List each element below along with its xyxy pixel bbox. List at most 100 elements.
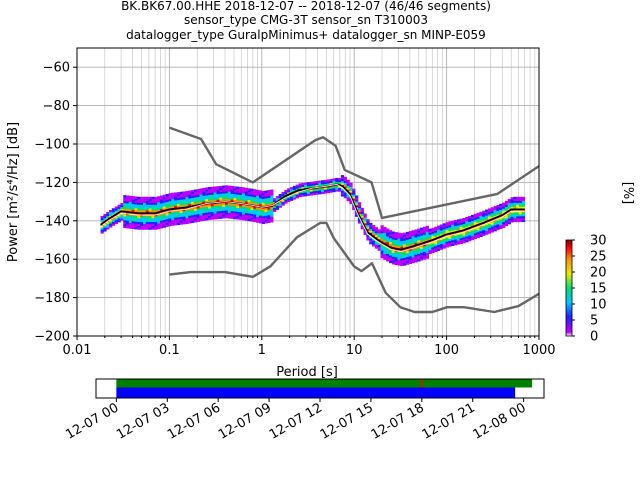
heatmap-cell <box>428 242 432 245</box>
heatmap-cell <box>131 217 135 220</box>
heatmap-cell <box>126 203 130 206</box>
heatmap-cell <box>165 215 169 218</box>
heatmap-cell <box>479 213 483 216</box>
heatmap-cell <box>176 205 181 208</box>
heatmap-cell <box>462 237 466 240</box>
heatmap-cell <box>196 192 200 196</box>
heatmap-cell <box>521 200 526 203</box>
heatmap-cell <box>179 205 183 208</box>
heatmap-cell <box>340 180 345 184</box>
heatmap-cell <box>434 236 438 239</box>
heatmap-cell <box>219 191 223 194</box>
heatmap-cell <box>439 243 444 246</box>
heatmap-cell <box>120 214 124 217</box>
heatmap-cell <box>224 185 229 188</box>
heatmap-cell <box>165 224 169 227</box>
heatmap-cell <box>202 214 206 218</box>
heatmap-cell <box>388 260 393 264</box>
heatmap-cell <box>236 196 240 199</box>
heatmap-cell <box>431 233 435 236</box>
heatmap-cell <box>454 223 458 227</box>
heatmap-cell <box>236 200 240 203</box>
heatmap-cell <box>247 215 251 218</box>
heatmap-cell <box>315 184 319 188</box>
heatmap-cell <box>230 210 234 214</box>
heatmap-cell <box>162 219 167 222</box>
heatmap-cell <box>369 238 373 241</box>
heatmap-cell <box>222 189 226 192</box>
heatmap-cell <box>428 247 432 251</box>
heatmap-cell <box>148 198 152 201</box>
heatmap-cell <box>244 187 249 190</box>
heatmap-cell <box>380 232 384 236</box>
heatmap-cell <box>391 244 396 248</box>
heatmap-cell <box>250 190 254 193</box>
heatmap-cell <box>250 209 254 213</box>
title-line-1: BK.BK67.00.HHE 2018-12-07 -- 2018-12-07 … <box>121 0 491 13</box>
heatmap-cell <box>134 223 138 226</box>
heatmap-cell <box>264 198 268 201</box>
heatmap-cell <box>295 192 299 195</box>
heatmap-cell <box>411 247 415 250</box>
heatmap-cell <box>224 216 229 219</box>
heatmap-cell <box>343 192 347 195</box>
heatmap-cell <box>445 231 449 235</box>
heatmap-cell <box>270 210 274 213</box>
heatmap-cell <box>191 216 195 220</box>
heatmap-cell <box>103 221 107 224</box>
heatmap-cell <box>321 187 325 191</box>
heatmap-cell <box>179 210 183 214</box>
heatmap-cell <box>270 206 274 210</box>
heatmap-cell <box>126 220 130 223</box>
heatmap-cell <box>309 189 314 192</box>
heatmap-cell <box>431 241 435 244</box>
heatmap-cell <box>417 247 421 250</box>
heatmap-cell <box>386 236 390 239</box>
heatmap-cell <box>391 233 396 236</box>
heatmap-cell <box>250 196 254 199</box>
heatmap-cell <box>437 246 441 249</box>
heatmap-cell <box>437 225 441 228</box>
heatmap-cell <box>504 202 509 205</box>
heatmap-cell <box>193 206 198 210</box>
heatmap-cell <box>434 247 438 251</box>
heatmap-cell <box>182 199 186 202</box>
heatmap-cell <box>352 198 356 201</box>
heatmap-cell <box>318 184 322 187</box>
heatmap-cell <box>516 204 520 207</box>
heatmap-cell <box>403 251 407 255</box>
heatmap-cell <box>253 198 257 202</box>
heatmap-cell <box>422 253 427 256</box>
heatmap-cell <box>131 205 135 208</box>
heatmap-cell <box>465 236 469 239</box>
x-tick-label: 0.1 <box>159 343 180 358</box>
heatmap-cell <box>476 218 480 221</box>
heatmap-cell <box>179 222 183 225</box>
colorbar-tick-label: 30 <box>590 234 607 249</box>
heatmap-cell <box>188 217 192 220</box>
heatmap-cell <box>346 179 350 183</box>
heatmap-cell <box>202 193 206 196</box>
heatmap-cell <box>202 189 206 193</box>
heatmap-cell <box>159 214 164 217</box>
heatmap-cell <box>335 179 339 183</box>
heatmap-cell <box>408 238 412 241</box>
heatmap-cell <box>185 219 189 223</box>
heatmap-cell <box>216 193 220 197</box>
heatmap-cell <box>290 187 294 190</box>
heatmap-cell <box>459 218 463 221</box>
heatmap-cell <box>137 227 141 230</box>
heatmap-cell <box>196 210 200 213</box>
heatmap-cell <box>165 195 169 199</box>
heatmap-cell <box>470 230 475 233</box>
heatmap-cell <box>208 210 212 213</box>
heatmap-cell <box>174 196 178 199</box>
heatmap-cell <box>485 222 489 226</box>
heatmap-cell <box>355 195 359 198</box>
heatmap-cell <box>111 223 116 226</box>
heatmap-cell <box>270 193 274 196</box>
heatmap-cell <box>372 226 376 230</box>
heatmap-cell <box>425 231 429 234</box>
heatmap-cell <box>227 210 232 213</box>
heatmap-cell <box>504 220 509 223</box>
